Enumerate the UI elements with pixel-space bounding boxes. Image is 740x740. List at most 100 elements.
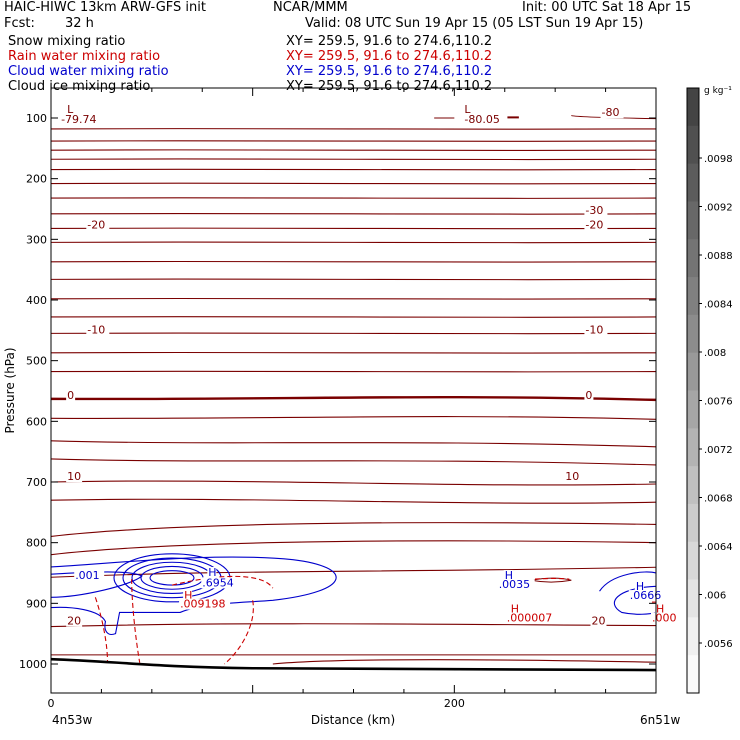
isotherm-line <box>50 480 657 486</box>
cloud-water-label: .0035 <box>499 578 531 591</box>
field-xy-cloud-water: XY= 259.5, 91.6 to 274.6,110.2 <box>286 64 493 79</box>
terrain-line <box>50 657 657 672</box>
y-tick-label: 100 <box>26 112 47 125</box>
isotherm-label: -20 <box>87 218 105 231</box>
field-xy-rain: XY= 259.5, 91.6 to 274.6,110.2 <box>286 49 493 64</box>
field-name-snow: Snow mixing ratio <box>8 34 126 49</box>
rain-water-contour <box>94 597 109 661</box>
colorbar-swatch <box>687 579 699 618</box>
colorbar-swatch <box>687 125 699 165</box>
y-tick-label: 700 <box>26 476 47 489</box>
colorbar-label: .0088 <box>704 251 733 262</box>
label-background <box>628 590 666 602</box>
isotherm-label: 10 <box>67 470 81 483</box>
label-background <box>590 615 607 627</box>
colorbar-label: .0072 <box>704 445 733 456</box>
isotherm-line <box>272 659 657 665</box>
isotherm-label: 20 <box>67 615 81 628</box>
label-background <box>584 389 594 401</box>
isotherm-line <box>50 260 657 263</box>
x-end-location: 6n51w <box>640 713 681 727</box>
label-background <box>74 570 105 582</box>
isotherm-line <box>571 115 657 120</box>
colorbar-swatch <box>687 428 699 467</box>
y-tick-label: 400 <box>26 294 47 307</box>
colorbar-label: .0084 <box>704 300 733 311</box>
colorbar: g kg⁻¹ .0098 .0092 .0088 .0084 .008 .0076 .0072… <box>686 86 733 694</box>
isotherm-label: -79.74 <box>61 113 96 126</box>
cloud-water-contours <box>50 553 657 635</box>
cloud-water-contour <box>50 556 337 635</box>
isotherm-label: 0 <box>67 389 74 402</box>
y-tick-label: 600 <box>26 415 47 428</box>
isotherm-line <box>50 498 657 504</box>
label-background <box>634 580 644 592</box>
label-background <box>564 471 581 483</box>
forecast-label: Fcst: <box>4 16 35 31</box>
colorbar-label: .008 <box>704 348 726 359</box>
init-time: Init: 00 UTC Sat 18 Apr 15 <box>522 0 692 15</box>
colorbar-label: .0098 <box>704 154 733 165</box>
isotherm-line <box>50 395 657 402</box>
colorbar-swatch <box>687 390 699 429</box>
cloud-water-label: .6954 <box>202 576 234 589</box>
isotherm-line <box>50 566 657 578</box>
label-background <box>509 603 519 615</box>
isotherm-line <box>50 241 657 244</box>
rain-water-label: H <box>656 602 664 615</box>
label-background <box>201 577 239 589</box>
cloud-water-label: H <box>636 580 644 593</box>
label-background <box>503 570 513 582</box>
rain-water-label: H <box>511 602 519 615</box>
y-tick-label: 1000 <box>19 658 47 671</box>
isotherm-line <box>50 297 657 300</box>
isotherm-line <box>50 213 657 215</box>
isotherm-line <box>50 316 657 318</box>
isotherm-line <box>50 149 657 151</box>
cloud-water-label: H <box>208 566 216 579</box>
cloud-water-label: .001 <box>75 569 100 582</box>
label-background <box>86 219 110 231</box>
isotherm-label: 20 <box>591 615 605 628</box>
field-name-cloud-water: Cloud water mixing ratio <box>8 64 169 79</box>
isotherm-line <box>50 458 657 466</box>
field-name-rain: Rain water mixing ratio <box>8 49 161 64</box>
colorbar-label: .006 <box>704 591 726 602</box>
isotherm-label: -10 <box>87 323 105 336</box>
colorbar-swatch <box>687 163 699 202</box>
label-background <box>505 612 557 624</box>
rain-water-label: H <box>184 589 192 602</box>
field-name-cloud-ice: Cloud ice mixing ratio <box>8 79 151 94</box>
x-tick-label: 0 <box>48 697 55 710</box>
label-background <box>584 204 608 216</box>
label-background <box>584 219 608 231</box>
isotherm-label: -80.05 <box>464 113 499 126</box>
rain-water-label: .000 <box>652 612 677 625</box>
colorbar-label: .0056 <box>704 639 733 650</box>
isotherm-line <box>50 416 657 420</box>
y-tick-label: 900 <box>26 597 47 610</box>
label-background <box>179 598 231 610</box>
isotherm-line <box>50 278 657 281</box>
rain-water-contour <box>131 579 141 663</box>
rain-water-label: .000007 <box>507 612 553 625</box>
isotherm-label: -80 <box>602 106 620 119</box>
cloud-water-label: .0666 <box>630 589 662 602</box>
y-tick-label: 200 <box>26 173 47 186</box>
isotherm-line <box>50 351 657 354</box>
colorbar-swatch <box>687 88 699 127</box>
colorbar-swatch <box>687 277 699 316</box>
rain-water-contour <box>534 577 570 580</box>
label-background <box>207 567 217 579</box>
org-label: NCAR/MMM <box>273 0 348 15</box>
low-center-marker: L <box>464 103 471 116</box>
label-background <box>183 590 193 602</box>
field-xy-snow: XY= 259.5, 91.6 to 274.6,110.2 <box>286 34 493 49</box>
isotherm-label: -20 <box>585 218 603 231</box>
isotherm-line <box>50 140 657 142</box>
isotherm-line <box>50 182 657 185</box>
colorbar-swatch <box>687 503 699 543</box>
